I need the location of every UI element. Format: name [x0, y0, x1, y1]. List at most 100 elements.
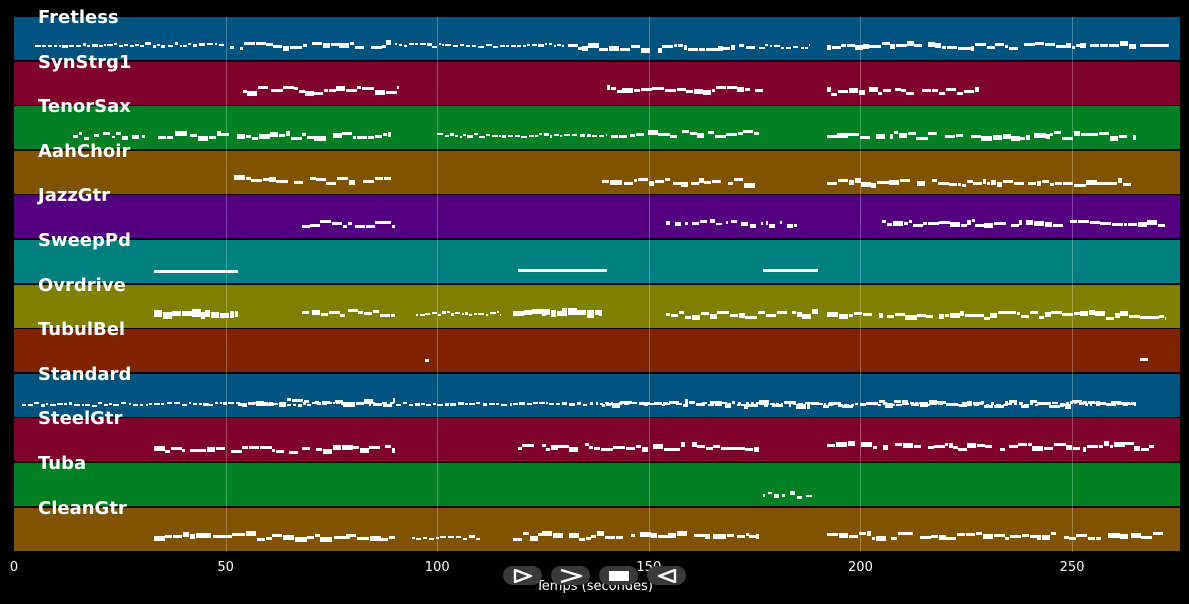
note [465, 312, 468, 316]
note [1032, 446, 1044, 452]
note [328, 89, 336, 93]
note [946, 536, 957, 540]
note [668, 533, 677, 539]
note [1087, 401, 1096, 405]
note [995, 403, 1001, 406]
note [677, 43, 684, 47]
note [460, 44, 465, 47]
note [585, 443, 589, 447]
note [473, 312, 478, 315]
note [723, 46, 731, 50]
note [219, 313, 229, 319]
note [450, 312, 455, 316]
note [935, 43, 941, 49]
note [395, 403, 402, 406]
note [1130, 401, 1136, 405]
note [1027, 181, 1037, 185]
note [875, 133, 885, 139]
note [355, 225, 366, 229]
note [793, 46, 799, 49]
note [258, 133, 270, 139]
note [425, 404, 431, 407]
note [1044, 446, 1054, 450]
note [157, 136, 167, 140]
note [373, 403, 383, 407]
note [971, 45, 975, 51]
stop-button[interactable] [599, 566, 638, 585]
note [374, 89, 386, 95]
note [685, 398, 689, 404]
note [545, 401, 549, 404]
note [1110, 444, 1114, 448]
note [919, 535, 931, 539]
note [549, 403, 554, 406]
note [408, 43, 414, 46]
note [153, 536, 165, 542]
note [1004, 311, 1017, 315]
note [990, 402, 995, 406]
note [506, 44, 509, 47]
note [374, 176, 383, 180]
play-button[interactable] [503, 566, 542, 585]
rewind-button[interactable] [647, 566, 686, 585]
note [492, 45, 499, 48]
note [1033, 220, 1044, 226]
note [1113, 442, 1125, 448]
x-tick-label: 250 [1059, 560, 1085, 575]
note [496, 311, 500, 314]
note [315, 448, 323, 452]
forward-button[interactable] [551, 566, 590, 585]
note [689, 132, 697, 136]
note [568, 402, 575, 406]
note [837, 179, 849, 183]
note [465, 403, 469, 406]
note [1030, 402, 1034, 405]
note [550, 310, 557, 318]
note [1119, 40, 1129, 46]
note [522, 44, 527, 47]
note [712, 533, 718, 539]
note [635, 445, 642, 449]
note [1052, 401, 1059, 404]
note [1088, 310, 1095, 316]
note [219, 402, 223, 405]
note [859, 136, 870, 140]
note [278, 133, 286, 137]
note [692, 222, 699, 226]
note [292, 404, 297, 407]
note [745, 315, 758, 319]
note [282, 535, 295, 541]
track-steelgtr: SteelGtr [14, 409, 1180, 462]
note [207, 446, 216, 452]
note [916, 136, 928, 140]
note [846, 43, 855, 47]
note [894, 442, 903, 446]
note [420, 403, 425, 406]
note [848, 441, 856, 447]
note [1053, 442, 1066, 446]
note [882, 401, 887, 405]
note [307, 404, 311, 407]
note [1116, 400, 1121, 404]
note [664, 178, 670, 182]
note [515, 135, 520, 138]
note [336, 176, 348, 180]
note [1018, 402, 1023, 405]
note [549, 43, 552, 46]
note [598, 135, 604, 138]
note [247, 90, 258, 96]
note [934, 445, 945, 449]
note [726, 132, 738, 136]
note [894, 399, 902, 403]
note [1150, 315, 1159, 319]
note [726, 86, 737, 90]
note [312, 41, 323, 45]
note [848, 535, 859, 539]
note [320, 220, 331, 224]
note [657, 534, 662, 538]
note [931, 88, 939, 92]
note [447, 311, 450, 314]
note [333, 445, 342, 451]
note [786, 223, 793, 228]
note [714, 134, 726, 138]
